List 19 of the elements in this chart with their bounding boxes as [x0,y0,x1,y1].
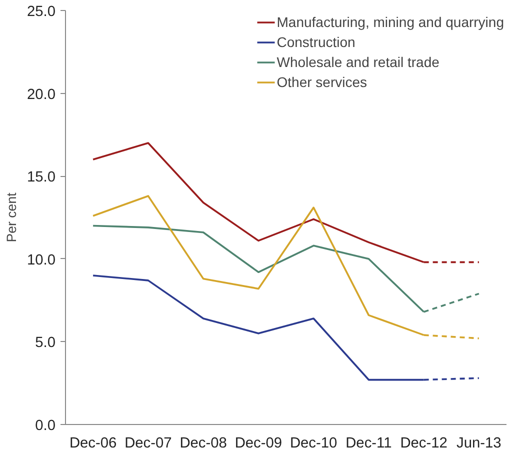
y-axis-title: Per cent [4,192,19,242]
y-tick-label: 25.0 [26,4,56,20]
y-tick-label: 20.0 [26,86,56,103]
legend-label: Other services [276,74,367,90]
y-tick-label: 10.0 [26,252,56,268]
y-tick-label: 0.0 [35,418,56,434]
x-tick-label: Dec-12 [400,436,448,452]
x-tick-label: Dec-10 [290,436,338,452]
legend-label: Manufacturing, mining and quarrying [276,14,504,30]
y-tick-label: 5.0 [35,335,56,352]
x-tick-label: Dec-06 [69,436,117,452]
x-tick-label: Dec-07 [124,436,172,452]
x-tick-label: Dec-09 [234,436,282,452]
y-tick-label: 15.0 [26,170,56,186]
x-tick-label: Dec-08 [180,436,227,452]
x-tick-label: Jun-13 [456,436,502,452]
legend-label: Construction [276,34,356,50]
legend-label: Wholesale and retail trade [276,54,440,70]
x-tick-label: Dec-11 [346,436,392,452]
